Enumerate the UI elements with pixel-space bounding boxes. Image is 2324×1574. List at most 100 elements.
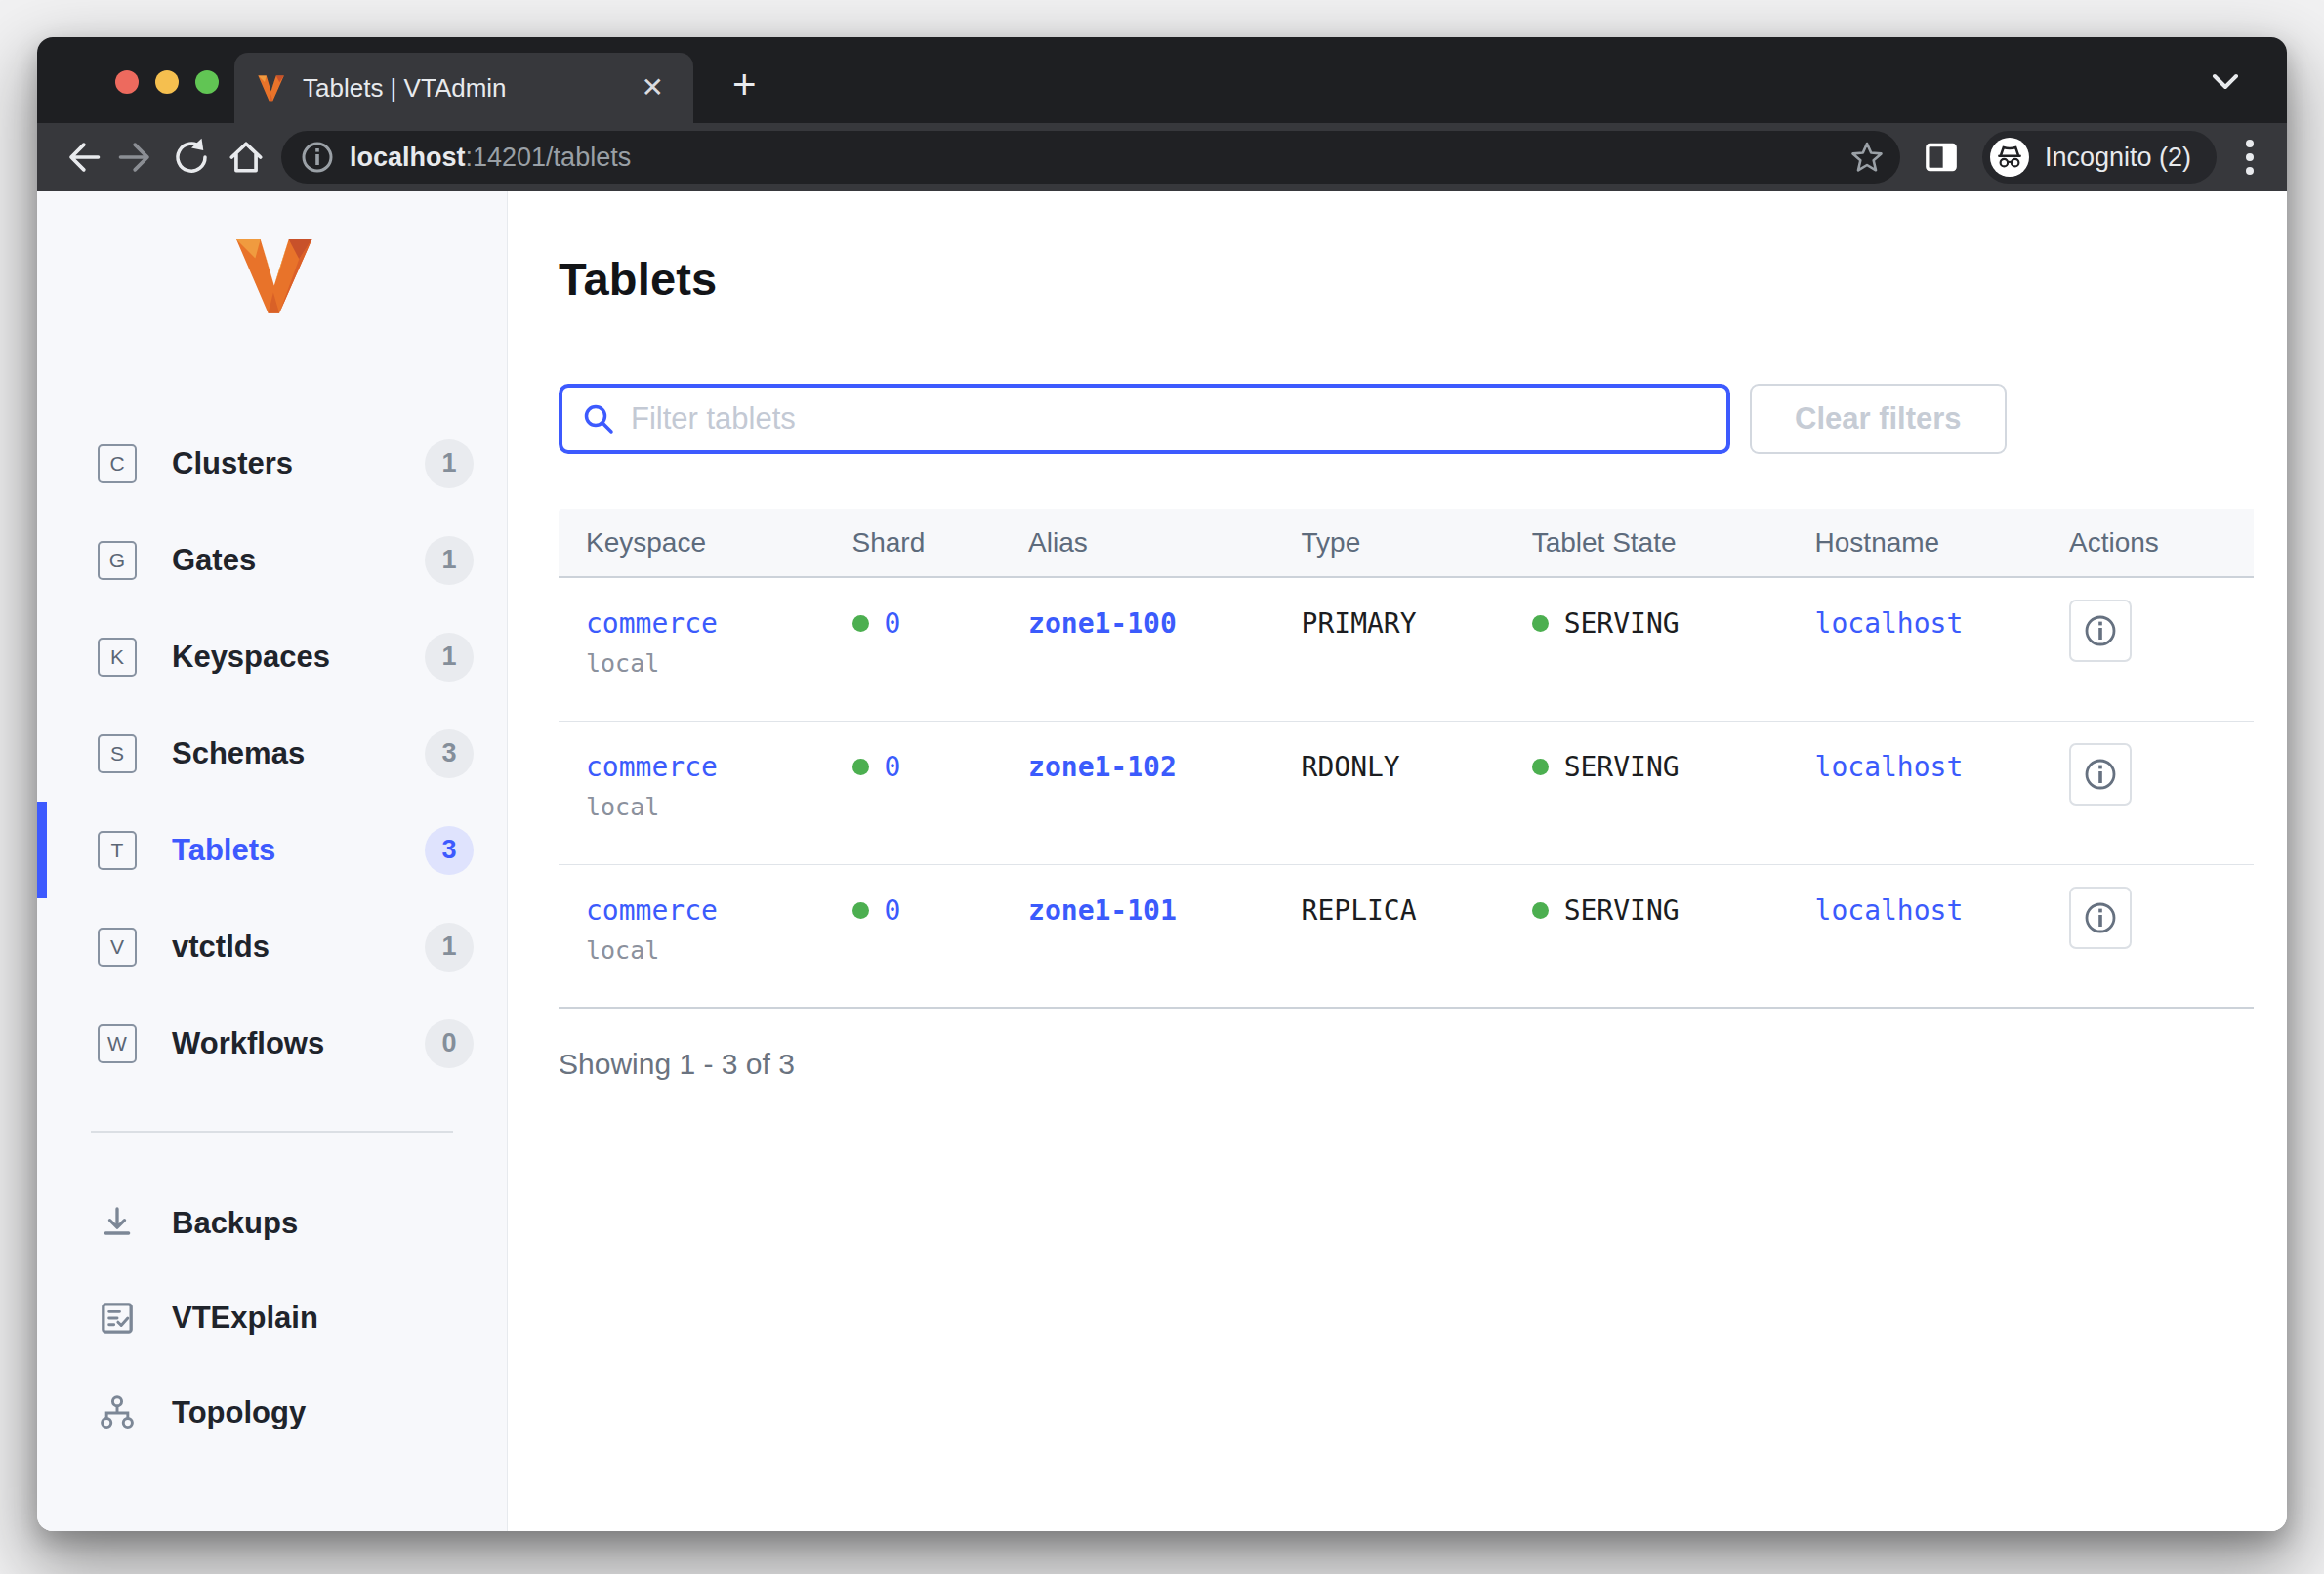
main-panel: Tablets Clear filters: [508, 191, 2287, 1531]
sidebar-item-topology[interactable]: Topology: [37, 1365, 507, 1460]
alias-link[interactable]: zone1-100: [1028, 607, 1177, 640]
pagination-status: Showing 1 - 3 of 3: [559, 1048, 2254, 1081]
shard-cell: 0: [825, 577, 1002, 721]
tab-title: Tablets | VTAdmin: [303, 73, 634, 104]
sidebar-item-backups[interactable]: Backups: [37, 1176, 507, 1270]
incognito-badge: Incognito (2): [1982, 131, 2217, 184]
header-type: Type: [1274, 509, 1505, 577]
sidebar-item-keyspaces[interactable]: K Keyspaces 1: [37, 608, 507, 705]
url-text: localhost:14201/tablets: [350, 143, 1849, 173]
site-info-icon[interactable]: [301, 141, 334, 174]
sidebar-item-label: Workflows: [172, 1026, 324, 1061]
bookmark-star-icon[interactable]: [1849, 140, 1885, 175]
zoom-window-button[interactable]: [195, 70, 219, 94]
cluster-name: local: [586, 793, 825, 821]
side-panel-icon[interactable]: [1914, 130, 1969, 185]
browser-toolbar: localhost:14201/tablets Incogn: [37, 123, 2287, 191]
page-title: Tablets: [559, 252, 2254, 306]
tablet-info-button[interactable]: [2069, 743, 2132, 806]
sidebar-item-workflows[interactable]: W Workflows 0: [37, 995, 507, 1092]
count-badge: 1: [425, 923, 474, 972]
search-icon: [582, 402, 615, 435]
cluster-name: local: [586, 936, 825, 965]
sidebar-item-label: Clusters: [172, 446, 293, 481]
keyspace-link[interactable]: commerce: [586, 751, 718, 783]
shard-link[interactable]: 0: [885, 751, 901, 783]
hostname-link[interactable]: localhost: [1815, 894, 1964, 927]
keyspace-link[interactable]: commerce: [586, 607, 718, 640]
state-cell: SERVING: [1505, 864, 1788, 1008]
browser-tab[interactable]: Tablets | VTAdmin ✕: [234, 53, 693, 123]
sidebar-item-schemas[interactable]: S Schemas 3: [37, 705, 507, 802]
sidebar-item-vtctlds[interactable]: V vtctlds 1: [37, 898, 507, 995]
cluster-name: local: [586, 649, 825, 678]
header-alias: Alias: [1001, 509, 1273, 577]
table-header-row: Keyspace Shard Alias Type Tablet State H…: [559, 509, 2254, 577]
back-icon[interactable]: [55, 130, 109, 185]
state-cell: SERVING: [1505, 577, 1788, 721]
download-icon: [98, 1204, 137, 1243]
window-controls: [115, 70, 219, 94]
count-badge: 3: [425, 826, 474, 875]
vitess-logo: [228, 232, 317, 318]
home-icon[interactable]: [219, 130, 273, 185]
topology-icon: [98, 1393, 137, 1432]
alias-link[interactable]: zone1-102: [1028, 751, 1177, 783]
sidebar-tools: Backups VTExplain: [37, 1176, 507, 1460]
vtctlds-letter-icon: V: [98, 928, 137, 967]
header-keyspace: Keyspace: [559, 509, 825, 577]
keyspaces-letter-icon: K: [98, 638, 137, 677]
hostname-link[interactable]: localhost: [1815, 607, 1964, 640]
workflows-letter-icon: W: [98, 1024, 137, 1063]
shard-cell: 0: [825, 864, 1002, 1008]
type-cell: PRIMARY: [1274, 577, 1505, 721]
filter-tablets-input[interactable]: [631, 401, 1707, 436]
serving-status-dot: [1532, 615, 1549, 632]
serving-status-dot: [1532, 902, 1549, 919]
sidebar-item-gates[interactable]: G Gates 1: [37, 512, 507, 608]
header-tablet-state: Tablet State: [1505, 509, 1788, 577]
sidebar-item-tablets[interactable]: T Tablets 3: [37, 802, 507, 898]
shard-link[interactable]: 0: [885, 894, 901, 927]
tablet-row: commerce local 0 zone1-101 REPLICA SERVI…: [559, 864, 2254, 1008]
alias-link[interactable]: zone1-101: [1028, 894, 1177, 927]
sidebar-item-clusters[interactable]: C Clusters 1: [37, 415, 507, 512]
header-hostname: Hostname: [1788, 509, 2042, 577]
sidebar-item-label: Schemas: [172, 736, 305, 771]
vitess-favicon-icon: [256, 73, 285, 103]
page-content: C Clusters 1 G Gates 1 K Keyspaces 1 S S…: [37, 191, 2287, 1531]
close-window-button[interactable]: [115, 70, 139, 94]
tablet-info-button[interactable]: [2069, 600, 2132, 662]
hostname-cell: localhost: [1788, 721, 2042, 864]
browser-menu-icon[interactable]: [2230, 130, 2269, 185]
tablet-info-button[interactable]: [2069, 887, 2132, 949]
clear-filters-button[interactable]: Clear filters: [1750, 384, 2007, 454]
shard-link[interactable]: 0: [885, 607, 901, 640]
count-badge: 0: [425, 1019, 474, 1068]
hostname-link[interactable]: localhost: [1815, 751, 1964, 783]
serving-status-dot: [1532, 759, 1549, 775]
type-cell: RDONLY: [1274, 721, 1505, 864]
sidebar-item-label: Topology: [172, 1395, 306, 1430]
new-tab-button[interactable]: +: [732, 64, 757, 105]
sidebar: C Clusters 1 G Gates 1 K Keyspaces 1 S S…: [37, 191, 508, 1531]
sidebar-divider: [91, 1131, 453, 1133]
incognito-icon: [1990, 138, 2029, 177]
chevron-down-icon[interactable]: [2209, 70, 2242, 94]
sidebar-item-label: VTExplain: [172, 1301, 318, 1336]
schemas-letter-icon: S: [98, 734, 137, 773]
sidebar-item-vtexplain[interactable]: VTExplain: [37, 1270, 507, 1365]
state-label: SERVING: [1564, 607, 1680, 640]
url-path: :14201/tablets: [466, 143, 632, 172]
close-tab-icon[interactable]: ✕: [634, 70, 672, 105]
state-cell: SERVING: [1505, 721, 1788, 864]
forward-icon[interactable]: [109, 130, 164, 185]
gates-letter-icon: G: [98, 541, 137, 580]
keyspace-link[interactable]: commerce: [586, 894, 718, 927]
url-bar[interactable]: localhost:14201/tablets: [281, 131, 1900, 184]
actions-cell: [2042, 577, 2254, 721]
tablet-row: commerce local 0 zone1-102 RDONLY SERVIN…: [559, 721, 2254, 864]
keyspace-cell: commerce local: [559, 864, 825, 1008]
minimize-window-button[interactable]: [155, 70, 179, 94]
reload-icon[interactable]: [164, 130, 219, 185]
